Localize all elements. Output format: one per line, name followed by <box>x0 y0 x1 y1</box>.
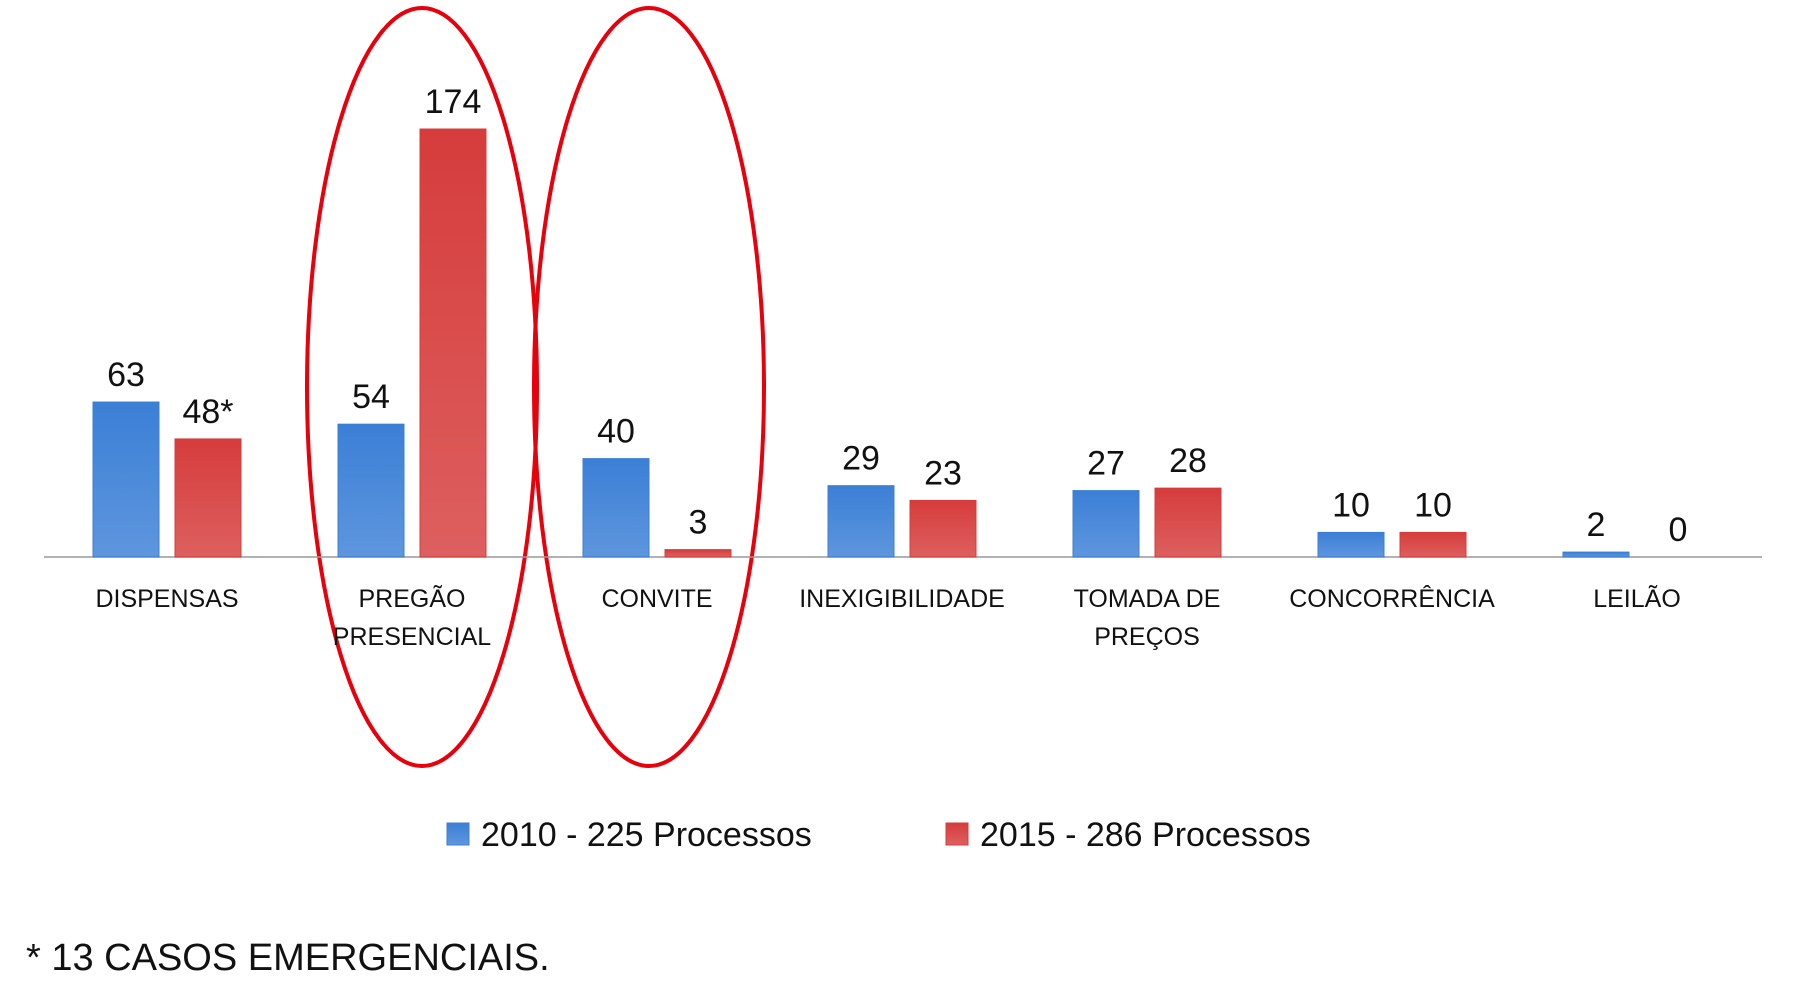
legend-label: 2010 - 225 Processos <box>481 816 812 854</box>
value-label: 28 <box>1169 442 1207 480</box>
bar <box>664 549 732 558</box>
value-label: 63 <box>107 356 145 394</box>
bar <box>827 485 895 558</box>
value-label: 40 <box>597 413 635 451</box>
value-label: 23 <box>924 454 962 492</box>
legend-label: 2015 - 286 Processos <box>980 816 1311 854</box>
legend-swatch <box>945 822 969 846</box>
x-tick-label: TOMADA DE PREÇOS <box>1073 585 1221 651</box>
value-label: 10 <box>1332 486 1370 524</box>
bar <box>174 438 242 558</box>
x-tick-label: LEILÃO <box>1593 585 1681 613</box>
highlight-ellipse <box>305 6 539 768</box>
footnote: * 13 CASOS EMERGENCIAIS. <box>26 937 550 979</box>
bar <box>337 423 405 558</box>
x-tick-label: PREGÃO PRESENCIAL <box>332 585 492 651</box>
bar <box>582 458 650 558</box>
legend-swatch <box>446 822 470 846</box>
value-label: 10 <box>1414 486 1452 524</box>
bar <box>92 401 160 558</box>
x-tick-label: INEXIGIBILIDADE <box>799 585 1005 613</box>
bar <box>419 128 487 558</box>
highlight-ellipse <box>532 6 766 768</box>
bar <box>909 499 977 558</box>
value-label: 3 <box>689 504 708 542</box>
value-label: 0 <box>1669 511 1688 549</box>
bar <box>1154 487 1222 558</box>
bar <box>1562 551 1630 558</box>
value-label: 29 <box>842 440 880 478</box>
x-tick-label: CONVITE <box>601 585 713 613</box>
value-label: 174 <box>425 83 482 121</box>
x-tick-label: DISPENSAS <box>95 585 239 613</box>
value-label: 54 <box>352 378 390 416</box>
value-label: 27 <box>1087 445 1125 483</box>
value-label: 2 <box>1587 506 1606 544</box>
bar <box>1317 531 1385 558</box>
value-label: 48* <box>182 393 233 431</box>
bar <box>1072 490 1140 558</box>
bar <box>1399 531 1467 558</box>
x-tick-label: CONCORRÊNCIA <box>1289 585 1495 613</box>
